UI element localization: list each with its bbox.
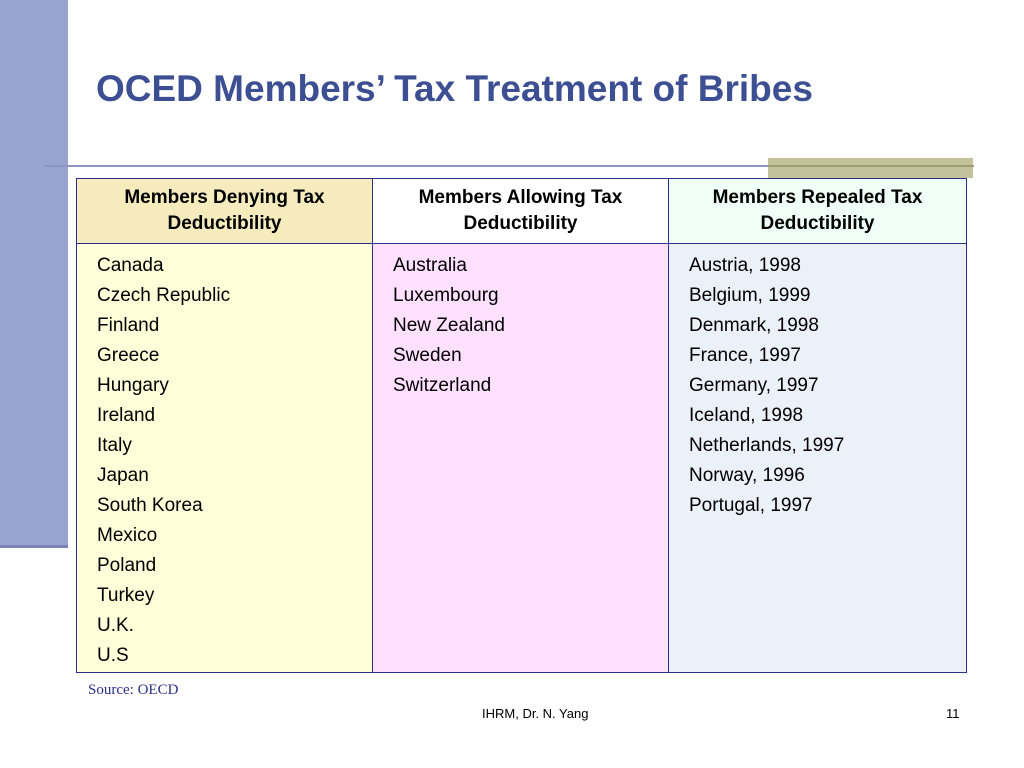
list-item: Australia [393,255,467,276]
title-divider [44,165,974,167]
list-item: New Zealand [393,315,505,336]
page-number: 11 [946,706,960,721]
list-item: Netherlands, 1997 [689,435,845,456]
title-accent-line [768,165,973,167]
left-decor-bar [0,0,68,545]
left-decor-bar-edge [0,545,68,548]
title-accent-block [768,158,973,178]
list-item: U.S [97,645,129,666]
list-item: Japan [97,465,149,486]
bribes-table: Members Denying Tax Deductibility Member… [76,178,967,673]
repealed-list: Austria, 1998 Belgium, 1999 Denmark, 199… [668,243,967,673]
header-denying-line1: Members Denying Tax [124,187,325,208]
list-item: Iceland, 1998 [689,405,804,426]
list-item: Norway, 1996 [689,465,805,486]
list-item: Mexico [97,525,158,546]
list-item: Canada [97,255,164,276]
list-item: Austria, 1998 [689,255,801,276]
list-item: Greece [97,345,160,366]
list-item: Turkey [97,585,155,606]
list-item: Sweden [393,345,462,366]
header-allowing: Members Allowing Tax Deductibility [372,178,669,244]
list-item: Denmark, 1998 [689,315,819,336]
table-header-row: Members Denying Tax Deductibility Member… [76,178,967,244]
list-item: Switzerland [393,375,492,396]
list-item: Portugal, 1997 [689,495,813,516]
table-body-row: Canada Czech Republic Finland Greece Hun… [76,243,967,673]
denying-list: Canada Czech Republic Finland Greece Hun… [76,243,373,673]
list-item: Luxembourg [393,285,499,306]
list-item: Czech Republic [97,285,231,306]
list-item: Finland [97,315,160,336]
source-note: Source: OECD [88,682,179,698]
list-item: France, 1997 [689,345,801,366]
header-repealed-line1: Members Repealed Tax [712,187,923,208]
slide-title: OCED Members’ Tax Treatment of Bribes [96,68,813,109]
list-item: South Korea [97,495,203,516]
list-item: Italy [97,435,132,456]
header-repealed-line2: Deductibility [760,213,875,234]
header-repealed: Members Repealed Tax Deductibility [668,178,967,244]
header-allowing-line2: Deductibility [463,213,578,234]
list-item: Ireland [97,405,156,426]
list-item: Germany, 1997 [689,375,819,396]
header-allowing-line1: Members Allowing Tax [418,187,623,208]
footer-text: IHRM, Dr. N. Yang [482,706,589,721]
header-denying: Members Denying Tax Deductibility [76,178,373,244]
allowing-list: Australia Luxembourg New Zealand Sweden … [372,243,669,673]
list-item: Poland [97,555,157,576]
list-item: Belgium, 1999 [689,285,811,306]
list-item: Hungary [97,375,169,396]
list-item: U.K. [97,615,134,636]
header-denying-line2: Deductibility [167,213,282,234]
